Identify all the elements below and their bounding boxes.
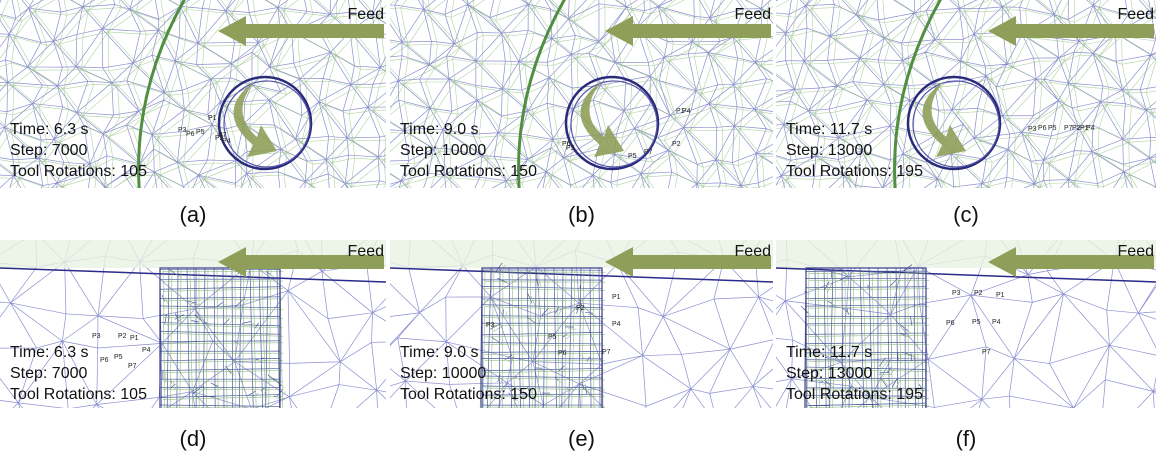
info-time: Time: 11.7 s xyxy=(786,344,872,361)
point-label: P5 xyxy=(972,319,981,326)
point-label: P6 xyxy=(946,320,955,327)
point-label: P3 xyxy=(486,322,495,329)
caption: (a) xyxy=(180,202,207,227)
point-label: P5 xyxy=(548,334,557,341)
feed-label: Feed xyxy=(348,6,384,23)
point-label: P2 xyxy=(576,305,585,312)
point-label: P7 xyxy=(218,132,227,139)
info-rotations: Tool Rotations: 195 xyxy=(786,386,923,403)
feed-label: Feed xyxy=(1118,243,1154,260)
panel: Feed P1 P2 P3 P4 P5 P6 P7 Time: 9.0 s Step: 10000… xyxy=(359,203,813,448)
feed-label: Feed xyxy=(348,243,384,260)
point-label: P1 xyxy=(208,115,217,122)
info-rotations: Tool Rotations: 150 xyxy=(400,163,537,180)
caption: (c) xyxy=(953,202,979,227)
point-label: P6 xyxy=(562,141,571,148)
point-label: P4 xyxy=(222,138,231,145)
point-label: P7 xyxy=(644,149,653,156)
point-label: P4 xyxy=(142,347,151,354)
point-label: P4 xyxy=(612,321,621,328)
point-label: P6 xyxy=(558,350,567,357)
point-label: P1 xyxy=(612,294,621,301)
point-label: P6 xyxy=(100,357,109,364)
caption: (d) xyxy=(180,426,207,451)
point-label: P5 xyxy=(114,354,123,361)
info-step: Step: 10000 xyxy=(400,142,486,159)
info-rotations: Tool Rotations: 105 xyxy=(10,163,147,180)
point-label: P3 xyxy=(952,290,961,297)
feed-label: Feed xyxy=(735,6,771,23)
point-label: P4 xyxy=(992,319,1001,326)
point-label: P5 xyxy=(196,129,205,136)
point-label: P2 xyxy=(974,290,983,297)
point-label: P5 xyxy=(1048,125,1057,132)
info-rotations: Tool Rotations: 150 xyxy=(400,386,537,403)
point-label: P7 xyxy=(128,363,137,370)
point-label: P7 xyxy=(982,349,991,356)
point-label: P1 xyxy=(996,292,1005,299)
point-label: P3 xyxy=(92,333,101,340)
info-step: Step: 7000 xyxy=(10,142,88,159)
point-label: P1 xyxy=(130,335,139,342)
point-label: P2 xyxy=(1072,125,1081,132)
info-rotations: Tool Rotations: 195 xyxy=(786,163,923,180)
info-time: Time: 6.3 s xyxy=(10,344,89,361)
info-step: Step: 10000 xyxy=(400,365,486,382)
info-step: Step: 13000 xyxy=(786,365,872,382)
figure: FeedP1P2P3P4P5P6P7Time: 6.3 sStep: 7000T… xyxy=(0,0,1156,455)
feed-label: Feed xyxy=(735,243,771,260)
info-step: Step: 7000 xyxy=(10,365,88,382)
point-label: P7 xyxy=(1064,125,1073,132)
point-label: P6 xyxy=(1038,125,1047,132)
point-label: P2 xyxy=(672,141,681,148)
info-rotations: Tool Rotations: 105 xyxy=(10,386,147,403)
caption: (b) xyxy=(568,202,595,227)
point-label: P3 xyxy=(1028,126,1037,133)
info-time: Time: 9.0 s xyxy=(400,121,479,138)
point-label: P5 xyxy=(628,153,637,160)
caption: (f) xyxy=(956,426,977,451)
panel: Feed P1 P2 P3 P4 P5 P6 P7 Time: 11.7 s Step: 1300… xyxy=(739,207,1156,448)
feed-label: Feed xyxy=(1118,6,1154,23)
info-time: Time: 11.7 s xyxy=(786,121,872,138)
caption: (e) xyxy=(568,426,595,451)
point-label: P7 xyxy=(602,349,611,356)
point-label: P4 xyxy=(1086,125,1095,132)
info-time: Time: 9.0 s xyxy=(400,344,479,361)
point-label: P4 xyxy=(682,108,691,115)
info-time: Time: 6.3 s xyxy=(10,121,89,138)
point-label: P2 xyxy=(118,333,127,340)
info-step: Step: 13000 xyxy=(786,142,872,159)
point-label: P6 xyxy=(186,131,195,138)
